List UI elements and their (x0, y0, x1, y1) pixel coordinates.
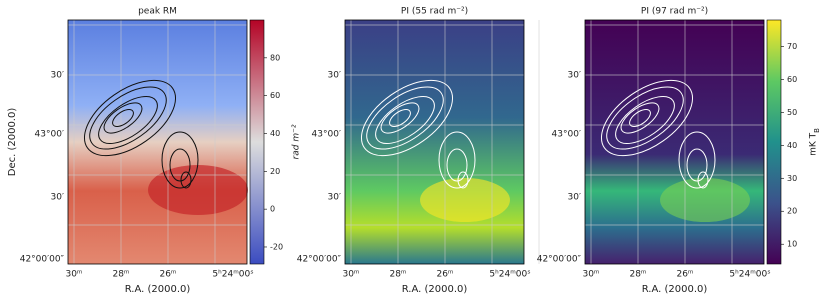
sky-image (68, 20, 247, 264)
colorbar-tick-label: 80 (270, 53, 280, 62)
x-axis-label: R.A. (2000.0) (125, 284, 191, 295)
contour (112, 109, 134, 127)
colorbar-tick-label: 20 (270, 167, 280, 176)
x-tick-label: 30ᵐ (582, 270, 599, 280)
contour (457, 171, 469, 189)
colorbar-tick-label: 30 (787, 174, 797, 183)
y-tick-label: 42°00′00″ (20, 255, 65, 265)
axes-frame (584, 19, 765, 265)
panel-title: peak RM (138, 7, 177, 17)
colorbar-tick-label: 60 (787, 75, 797, 84)
colorbar (249, 19, 265, 265)
colorbar-label: mK TB (809, 128, 822, 156)
contour (438, 131, 476, 189)
colorbar-label: rad m⁻² (292, 124, 302, 159)
contour (89, 86, 167, 150)
y-tick-label: 30′ (328, 71, 342, 81)
x-tick-label: 5ʰ24ᵐ00ˢ (489, 270, 530, 280)
x-tick-label: 26ᵐ (159, 270, 176, 280)
x-tick-label: 26ᵐ (436, 270, 453, 280)
contour (686, 148, 708, 182)
contour (83, 79, 177, 157)
x-axis-label: R.A. (2000.0) (402, 284, 468, 295)
colorbar-tick-label: 10 (787, 240, 797, 249)
x-tick-label: 28ᵐ (112, 270, 129, 280)
y-tick-label: 30′ (568, 193, 582, 203)
contour (629, 109, 651, 127)
y-tick-label: 30′ (328, 193, 342, 203)
x-tick-label: 5ʰ24ᵐ00ˢ (212, 270, 253, 280)
sky-image (585, 20, 764, 264)
y-tick-label: 30′ (568, 71, 582, 81)
pi-patch (420, 178, 510, 222)
contour (615, 96, 675, 144)
colorbar (766, 19, 782, 265)
contour (697, 171, 709, 189)
y-tick-label: 42°00′00″ (297, 255, 342, 265)
contour (446, 148, 468, 182)
y-tick-label: 43°00′ (552, 130, 581, 140)
y-tick-label: 42°00′00″ (537, 255, 582, 265)
pi-patch (660, 178, 750, 222)
y-axis-label: Dec. (2000.0) (7, 108, 18, 177)
sky-image (345, 20, 524, 264)
contour (380, 102, 420, 134)
rm-patch (148, 165, 248, 215)
contour (180, 171, 192, 189)
axes-frame (344, 19, 525, 265)
x-tick-label: 30ᵐ (65, 270, 82, 280)
y-tick-label: 43°00′ (312, 130, 341, 140)
y-tick-label: 43°00′ (35, 130, 64, 140)
x-tick-label: 28ᵐ (389, 270, 406, 280)
panel-title: PI (97 rad m⁻²) (641, 7, 708, 17)
x-tick-label: 28ᵐ (629, 270, 646, 280)
contour (375, 96, 435, 144)
axes-frame (67, 19, 248, 265)
x-tick-label: 5ʰ24ᵐ00ˢ (729, 270, 770, 280)
colorbar-tick-label: 40 (787, 141, 797, 150)
y-tick-label: 30′ (51, 193, 65, 203)
colorbar-tick-label: 50 (787, 108, 797, 117)
contour (98, 96, 158, 144)
panel-title: PI (55 rad m⁻²) (401, 7, 468, 17)
y-tick-label: 30′ (51, 71, 65, 81)
contour (678, 131, 716, 189)
contour (620, 102, 660, 134)
colorbar-tick-label: -20 (270, 242, 283, 251)
colorbar-tick-label: 70 (787, 42, 797, 51)
colorbar-label-sub: B (813, 128, 821, 133)
colorbar-tick-label: 20 (787, 207, 797, 216)
contour (600, 79, 694, 157)
x-tick-label: 30ᵐ (342, 270, 359, 280)
colorbar-tick-label: 40 (270, 129, 280, 138)
contour (389, 109, 411, 127)
x-tick-label: 26ᵐ (676, 270, 693, 280)
contour (606, 86, 684, 150)
contour (103, 102, 143, 134)
contour (161, 131, 199, 189)
colorbar-tick-label: 0 (270, 205, 275, 214)
contour (366, 86, 444, 150)
colorbar-tick-label: 60 (270, 91, 280, 100)
contour (360, 79, 454, 157)
contour (169, 148, 191, 182)
x-axis-label: R.A. (2000.0) (642, 284, 708, 295)
